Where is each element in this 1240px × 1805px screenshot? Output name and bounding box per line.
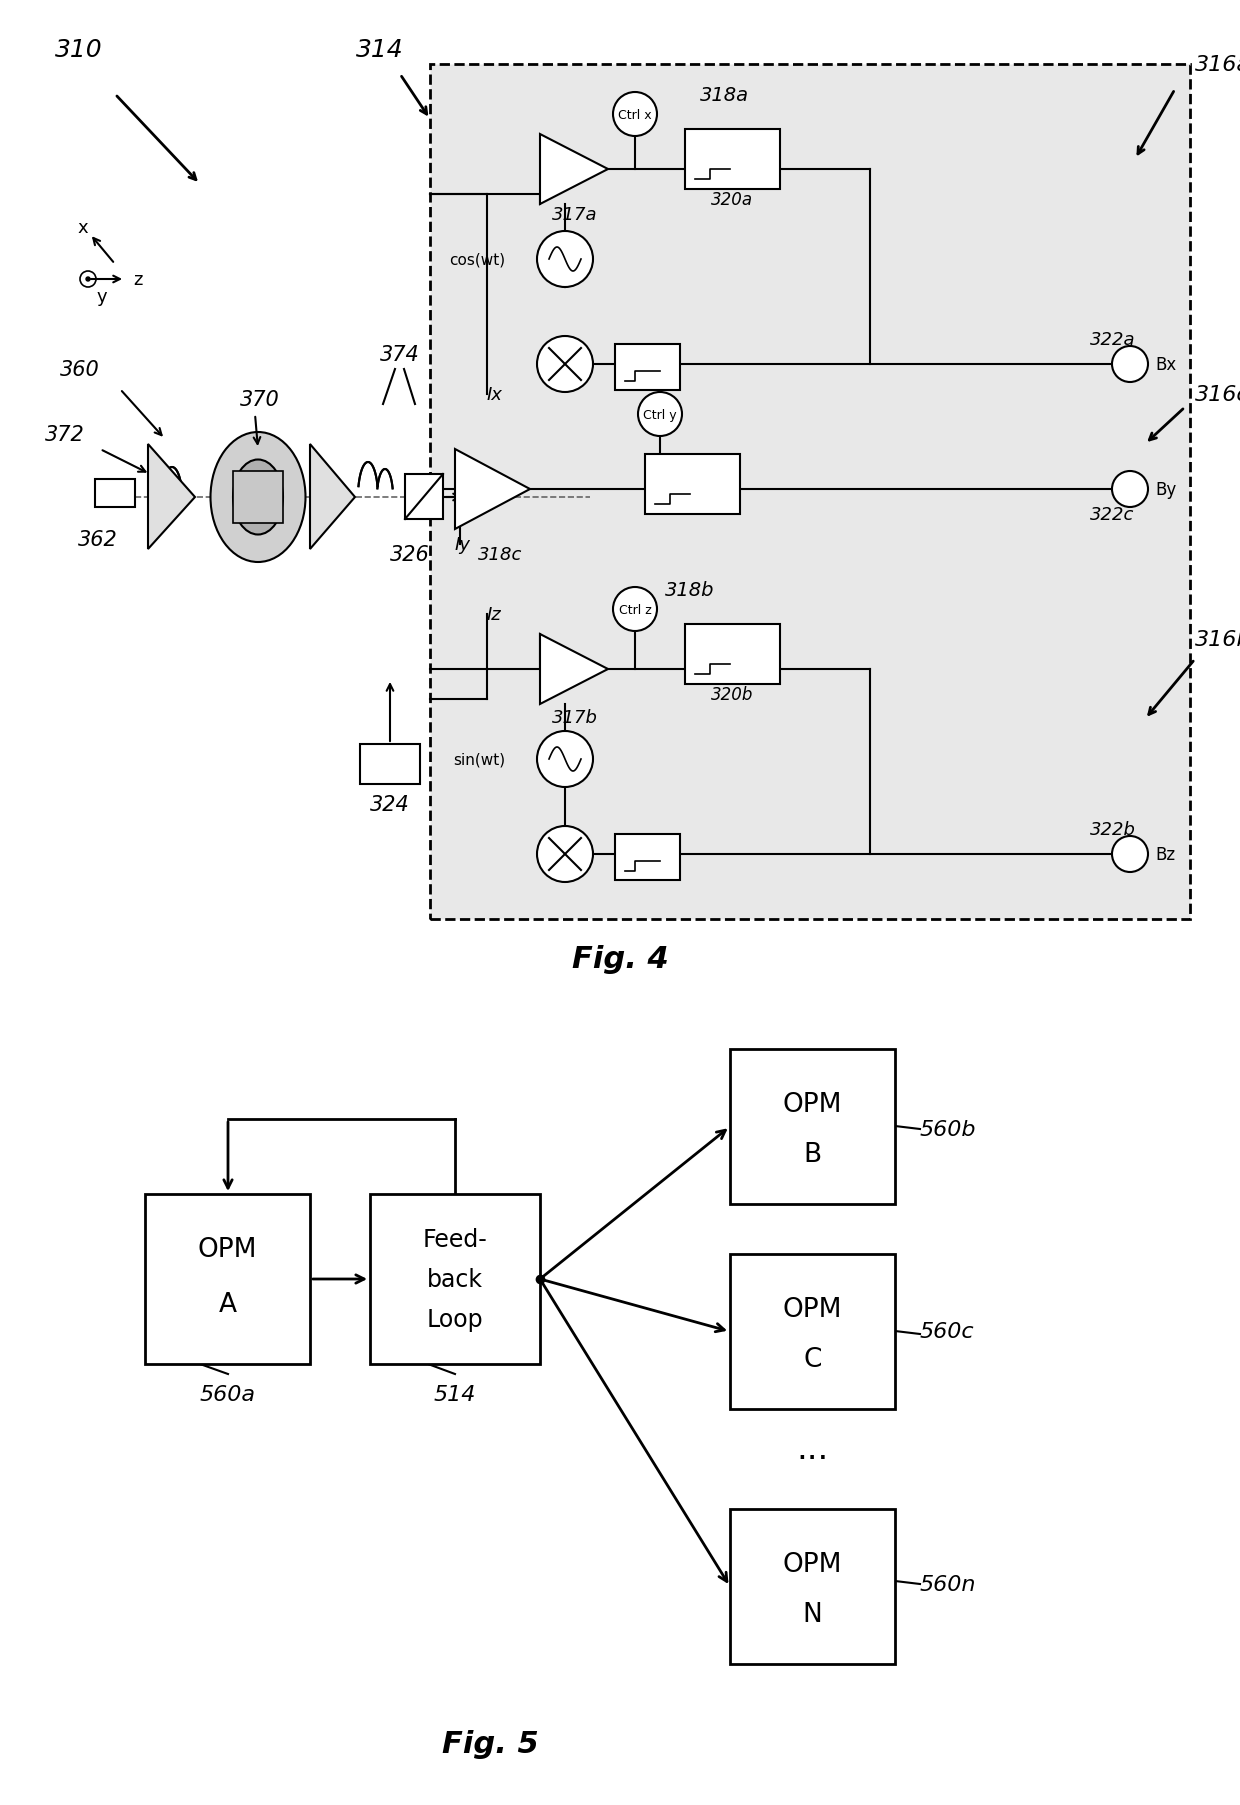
Text: 318b: 318b — [665, 579, 714, 599]
FancyBboxPatch shape — [684, 130, 780, 190]
Text: y: y — [97, 287, 108, 305]
Text: 320b: 320b — [711, 686, 753, 704]
Polygon shape — [539, 135, 608, 206]
FancyBboxPatch shape — [430, 65, 1190, 919]
Text: 310: 310 — [55, 38, 103, 61]
Text: By: By — [1154, 480, 1177, 498]
Polygon shape — [148, 444, 195, 551]
FancyBboxPatch shape — [405, 475, 443, 520]
Text: OPM: OPM — [782, 1092, 842, 1117]
Text: Ctrl x: Ctrl x — [619, 108, 652, 121]
Text: 560c: 560c — [920, 1321, 975, 1341]
Polygon shape — [310, 444, 355, 551]
Text: z: z — [134, 271, 143, 289]
Text: Fig. 4: Fig. 4 — [572, 946, 668, 975]
Circle shape — [1112, 836, 1148, 872]
Circle shape — [537, 338, 593, 393]
Text: C: C — [804, 1347, 822, 1372]
Text: Iy: Iy — [455, 536, 471, 554]
FancyBboxPatch shape — [615, 834, 680, 881]
Text: 317b: 317b — [552, 709, 598, 727]
Circle shape — [537, 231, 593, 287]
FancyBboxPatch shape — [645, 455, 740, 514]
Text: 374: 374 — [381, 345, 420, 365]
Text: 514: 514 — [434, 1384, 476, 1404]
Text: N: N — [802, 1601, 822, 1626]
Circle shape — [1112, 471, 1148, 507]
FancyBboxPatch shape — [730, 1254, 895, 1410]
Circle shape — [613, 588, 657, 632]
Text: B: B — [804, 1141, 822, 1168]
Polygon shape — [455, 449, 529, 529]
Text: Fig. 5: Fig. 5 — [441, 1729, 538, 1758]
Circle shape — [537, 731, 593, 787]
Text: 324: 324 — [370, 794, 410, 814]
Text: x: x — [78, 218, 88, 236]
Ellipse shape — [211, 433, 305, 563]
FancyBboxPatch shape — [360, 745, 420, 785]
Text: Bx: Bx — [1154, 356, 1177, 374]
Text: 317a: 317a — [552, 206, 598, 224]
FancyBboxPatch shape — [145, 1195, 310, 1365]
Text: 362: 362 — [78, 529, 118, 551]
Text: Iz: Iz — [487, 606, 502, 625]
FancyBboxPatch shape — [684, 625, 780, 684]
Text: 560n: 560n — [920, 1574, 977, 1594]
FancyBboxPatch shape — [730, 1049, 895, 1204]
Text: 318a: 318a — [701, 85, 749, 105]
Text: 322c: 322c — [1090, 505, 1135, 523]
Text: PID: PID — [676, 467, 708, 486]
Circle shape — [1112, 347, 1148, 383]
Text: back: back — [427, 1267, 484, 1291]
Text: OPM: OPM — [782, 1296, 842, 1323]
Text: OPM: OPM — [197, 1236, 257, 1262]
Text: OPM: OPM — [782, 1550, 842, 1578]
Text: 360: 360 — [60, 359, 99, 379]
Text: 322b: 322b — [1090, 821, 1136, 839]
FancyBboxPatch shape — [233, 471, 283, 523]
Text: ...: ... — [796, 1433, 828, 1466]
Text: 314: 314 — [356, 38, 404, 61]
Text: 318c: 318c — [477, 545, 522, 563]
Text: Ctrl y: Ctrl y — [644, 408, 677, 421]
Circle shape — [81, 273, 95, 287]
Text: Ctrl z: Ctrl z — [619, 603, 651, 616]
Text: 560b: 560b — [920, 1119, 977, 1139]
Text: Loop: Loop — [427, 1307, 484, 1332]
Text: 316b: 316b — [1195, 630, 1240, 650]
Ellipse shape — [233, 460, 283, 536]
Text: 326: 326 — [391, 545, 430, 565]
Text: PID: PID — [715, 143, 748, 161]
FancyBboxPatch shape — [730, 1509, 895, 1664]
Text: 560a: 560a — [200, 1384, 255, 1404]
Text: sin(wt): sin(wt) — [453, 753, 505, 767]
Circle shape — [613, 92, 657, 137]
Polygon shape — [539, 635, 608, 704]
Text: PID: PID — [715, 637, 748, 655]
FancyBboxPatch shape — [95, 480, 135, 507]
Text: Ix: Ix — [487, 386, 503, 404]
Text: Bz: Bz — [1154, 845, 1176, 863]
FancyBboxPatch shape — [370, 1195, 539, 1365]
Circle shape — [86, 278, 91, 282]
FancyBboxPatch shape — [615, 345, 680, 392]
Text: cos(wt): cos(wt) — [449, 253, 505, 267]
Text: 322a: 322a — [1090, 330, 1136, 348]
Text: 370: 370 — [241, 390, 280, 410]
Text: A: A — [218, 1291, 237, 1318]
Circle shape — [537, 827, 593, 883]
Text: 320a: 320a — [711, 191, 753, 209]
Text: 316a: 316a — [1195, 54, 1240, 76]
Circle shape — [639, 393, 682, 437]
Text: 316c: 316c — [1195, 384, 1240, 404]
Text: Feed-: Feed- — [423, 1227, 487, 1251]
Text: 372: 372 — [45, 424, 84, 444]
